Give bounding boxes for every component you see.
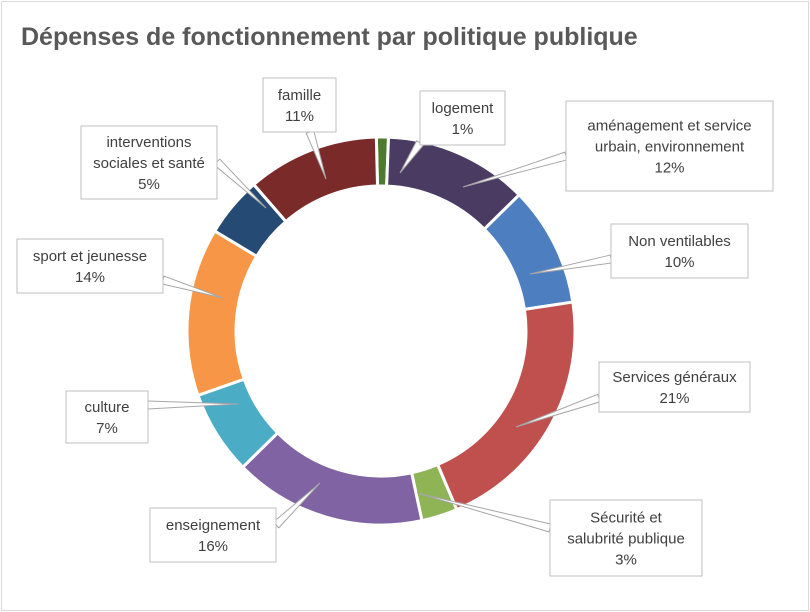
data-label-name-8: interventions xyxy=(106,134,191,151)
label-box-5 xyxy=(149,507,277,563)
data-label-value-7: 14% xyxy=(75,269,105,286)
label-box-3 xyxy=(598,361,751,413)
data-label-value-5: 16% xyxy=(198,538,228,555)
label-box-0 xyxy=(419,90,506,146)
data-label-value-6: 7% xyxy=(96,420,118,437)
label-box-1 xyxy=(565,100,774,192)
data-label-value-1: 12% xyxy=(654,160,684,177)
data-label-name-5: enseignement xyxy=(166,517,261,534)
slice-9 xyxy=(251,135,380,224)
label-box-4 xyxy=(549,499,703,577)
data-label-value-9: 11% xyxy=(285,108,314,125)
label-box-6 xyxy=(65,390,149,444)
donut-slices xyxy=(185,135,577,527)
data-label-name-3: Services généraux xyxy=(612,369,737,386)
data-label-name-6: culture xyxy=(84,399,129,416)
data-label-name-2: Non ventilables xyxy=(628,233,731,250)
data-label-value-8: 5% xyxy=(138,176,160,193)
data-label-name-9: famille xyxy=(278,87,321,104)
data-label-name-7: sport et jeunesse xyxy=(33,248,147,265)
data-label-value-2: 10% xyxy=(664,254,694,271)
data-label-name-4: Sécurité et xyxy=(590,510,663,527)
data-label-value-3: 21% xyxy=(659,390,689,407)
label-box-2 xyxy=(610,223,749,279)
data-label-name-1: aménagement et service xyxy=(587,118,751,135)
data-label-name-1: urbain, environnement xyxy=(595,139,745,156)
data-label-name-4: salubrité publique xyxy=(567,531,685,548)
data-label-name-8: sociales et santé xyxy=(93,155,205,172)
label-box-9 xyxy=(262,77,337,133)
data-label-value-0: 1% xyxy=(452,121,474,138)
data-label-name-0: logement xyxy=(432,100,495,117)
chart-title: Dépenses de fonctionnement par politique… xyxy=(21,23,638,51)
data-labels: logement 1% aménagement et service urbain, … xyxy=(16,77,774,577)
slice-3 xyxy=(435,300,577,512)
data-label-value-4: 3% xyxy=(615,552,637,569)
label-box-7 xyxy=(16,238,164,294)
label-box-8 xyxy=(80,125,218,200)
slice-7 xyxy=(185,228,259,398)
